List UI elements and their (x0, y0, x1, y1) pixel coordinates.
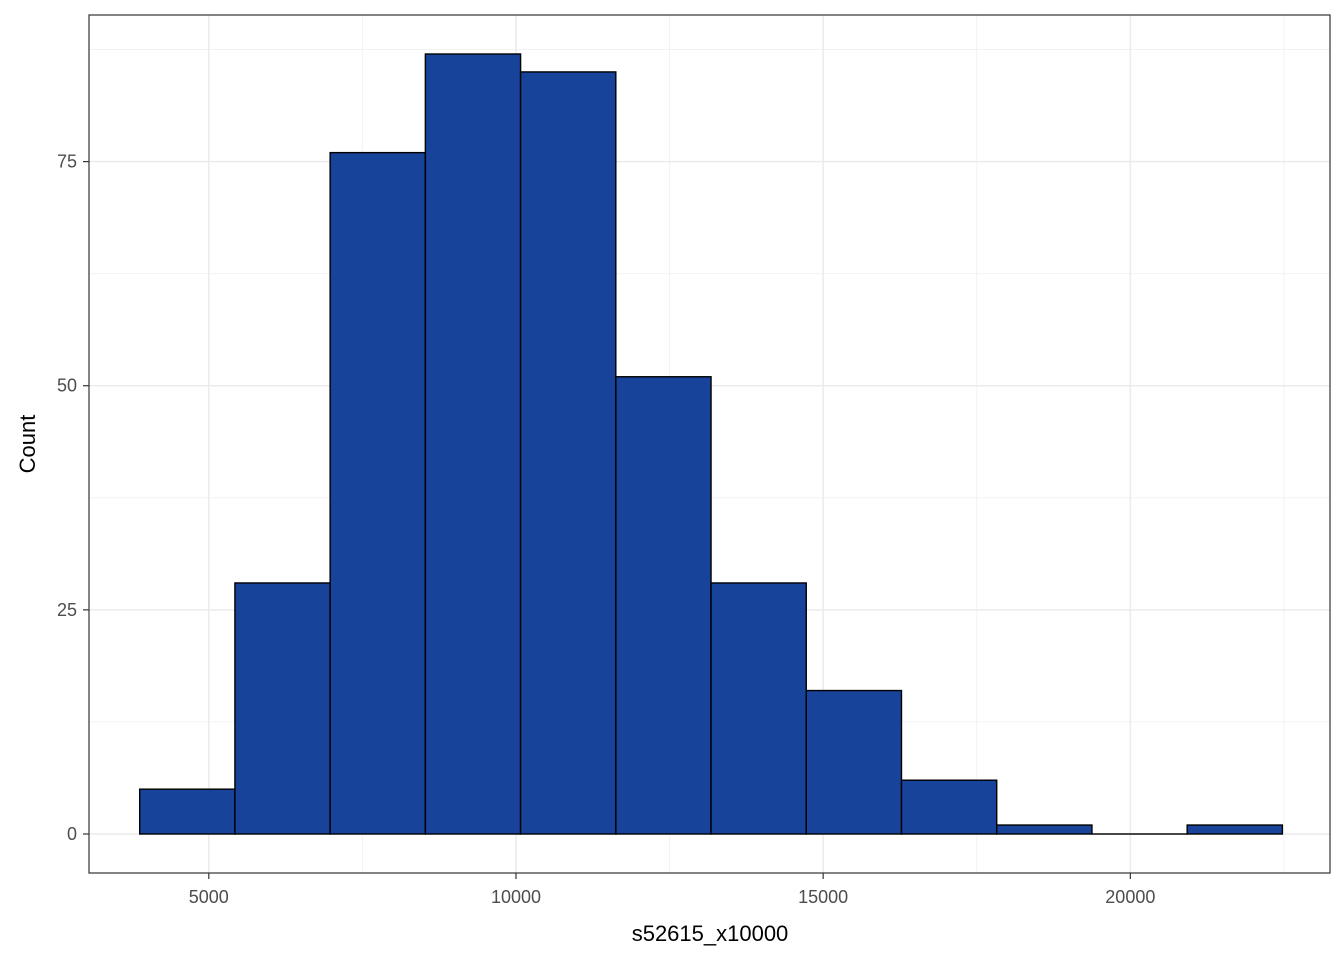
panel-border (88, 14, 1331, 874)
y-tick-label: 75 (57, 152, 77, 172)
histogram-bar (329, 151, 427, 835)
histogram-bar (615, 376, 712, 835)
histogram-bar (138, 788, 236, 835)
histogram-bar (996, 824, 1093, 835)
y-tick-label: 25 (57, 600, 77, 620)
x-tick-label: 15000 (798, 887, 848, 907)
x-axis-title: s52615_x10000 (632, 921, 789, 946)
histogram-bar (519, 71, 617, 835)
x-tick-label: 20000 (1105, 887, 1155, 907)
histogram-bar (424, 53, 522, 835)
y-tick-label: 50 (57, 376, 77, 396)
y-axis-ticks: 0 25 50 75 (57, 152, 89, 844)
histogram-bars (138, 53, 1284, 835)
histogram-bar (234, 582, 331, 835)
histogram-bar (805, 689, 903, 835)
x-axis-ticks: 5000 10000 15000 20000 (189, 873, 1155, 907)
x-tick-label: 5000 (189, 887, 229, 907)
histogram-bar (900, 779, 998, 835)
histogram-bar (710, 582, 807, 835)
x-tick-label: 10000 (491, 887, 541, 907)
y-axis-title: Count (15, 415, 40, 474)
y-tick-label: 0 (67, 824, 77, 844)
histogram-bar (1186, 824, 1284, 835)
